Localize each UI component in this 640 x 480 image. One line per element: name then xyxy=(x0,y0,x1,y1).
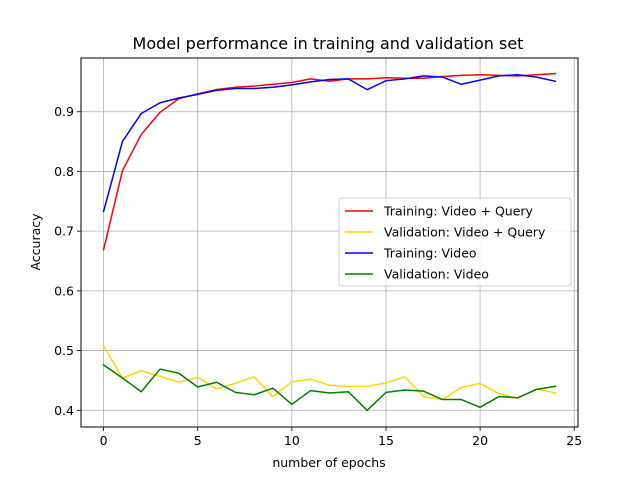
legend-label-3: Training: Video xyxy=(383,246,477,261)
y-tick-label: 0.9 xyxy=(54,104,74,119)
y-tick-label: 0.8 xyxy=(54,164,74,179)
x-tick-label: 10 xyxy=(284,433,300,448)
y-axis-ticks: 0.4 0.5 0.6 0.7 0.8 0.9 xyxy=(54,104,81,418)
series-line-4 xyxy=(102,363,557,412)
legend: Training: Video + Query Validation: Video… xyxy=(338,197,572,287)
legend-label-1: Training: Video + Query xyxy=(383,204,534,219)
legend-label-4: Validation: Video xyxy=(384,267,489,282)
x-tick-label: 5 xyxy=(194,433,202,448)
x-tick-label: 25 xyxy=(566,433,582,448)
x-axis-ticks: 0 5 10 15 20 25 xyxy=(100,427,582,448)
series-lines xyxy=(102,72,557,412)
chart-title: Model performance in training and valida… xyxy=(133,34,524,53)
y-tick-label: 0.7 xyxy=(54,224,74,239)
y-tick-label: 0.6 xyxy=(54,283,74,298)
series-line-3 xyxy=(102,73,557,213)
legend-box xyxy=(338,197,572,287)
plot-frame xyxy=(80,57,579,428)
series-line-2 xyxy=(102,344,557,401)
y-axis-label: Accuracy xyxy=(28,213,43,271)
x-tick-label: 15 xyxy=(378,433,394,448)
legend-label-2: Validation: Video + Query xyxy=(384,225,546,240)
x-tick-label: 20 xyxy=(472,433,488,448)
x-tick-label: 0 xyxy=(100,433,108,448)
x-axis-label: number of epochs xyxy=(272,455,385,470)
y-tick-label: 0.5 xyxy=(54,343,74,358)
y-tick-label: 0.4 xyxy=(54,403,74,418)
